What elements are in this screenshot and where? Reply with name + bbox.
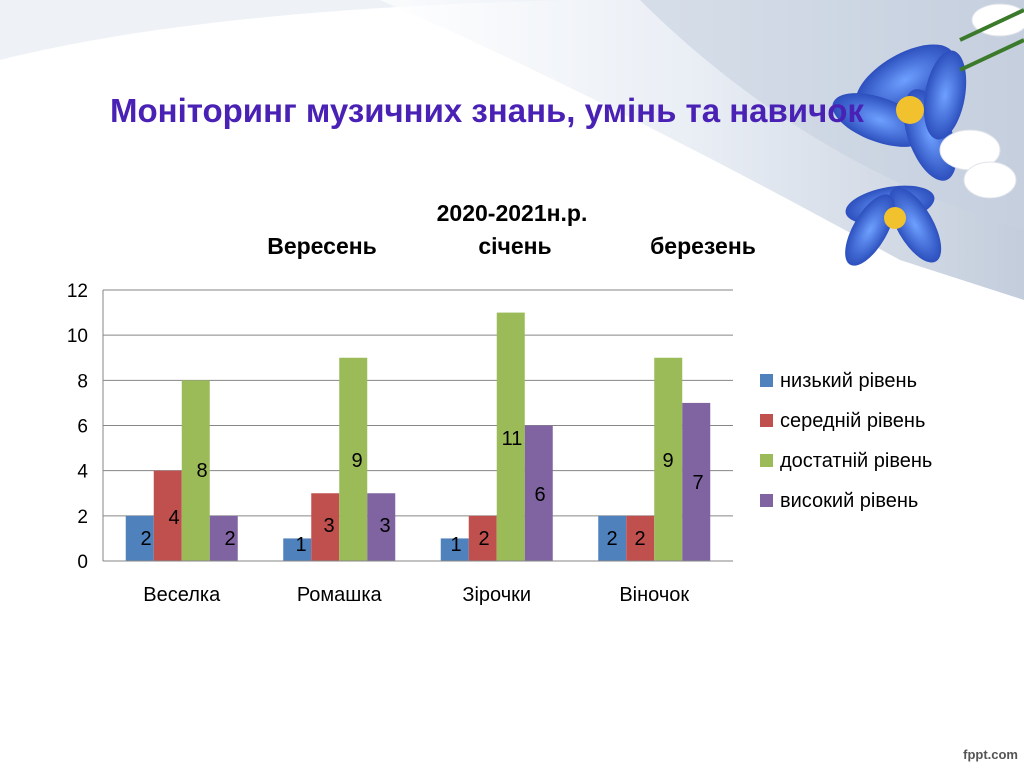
y-tick-label: 0 xyxy=(77,552,88,573)
data-label: 1 xyxy=(295,534,306,556)
chart-subtitle-month-3: березень xyxy=(650,233,756,259)
data-label: 2 xyxy=(478,528,489,550)
y-tick-label: 6 xyxy=(77,417,88,438)
bar xyxy=(496,312,525,561)
legend-swatch xyxy=(760,454,773,467)
data-label: 11 xyxy=(502,428,523,450)
bar xyxy=(598,515,627,561)
legend: низький рівень середній рівень достатній р… xyxy=(760,370,932,512)
chart-subtitle-month-2: січень xyxy=(478,233,551,259)
chart-title: 2020-2021н.р. xyxy=(437,200,588,226)
data-label: 4 xyxy=(168,507,179,529)
legend-swatch xyxy=(760,374,773,387)
data-label: 2 xyxy=(140,528,151,550)
bar xyxy=(153,470,182,561)
legend-swatch xyxy=(760,494,773,507)
y-tick-label: 2 xyxy=(77,507,88,528)
bar xyxy=(440,538,469,561)
bar xyxy=(654,357,683,561)
legend-label: достатній рівень xyxy=(780,450,932,472)
x-tick-label: Віночок xyxy=(619,584,689,606)
x-tick-label: Ромашка xyxy=(297,584,383,606)
bar xyxy=(626,515,655,561)
data-label: 2 xyxy=(634,528,645,550)
bar xyxy=(181,380,210,561)
legend-label: середній рівень xyxy=(780,410,925,432)
legend-label: низький рівень xyxy=(780,370,917,392)
data-label: 2 xyxy=(606,528,617,550)
bars xyxy=(125,312,711,561)
data-label: 9 xyxy=(351,450,362,472)
slide-title: Моніторинг музичних знань, умінь та нави… xyxy=(110,92,864,129)
bar xyxy=(283,538,312,561)
bar xyxy=(524,425,553,561)
data-label: 8 xyxy=(196,460,207,482)
bar xyxy=(468,515,497,561)
x-tick-label: Зірочки xyxy=(462,584,531,606)
bar xyxy=(125,515,154,561)
data-label: 3 xyxy=(379,515,390,537)
legend-swatch xyxy=(760,414,773,427)
watermark: fppt.com xyxy=(963,747,1018,762)
data-label: 7 xyxy=(692,472,703,494)
data-label: 6 xyxy=(534,484,545,506)
y-tick-label: 12 xyxy=(67,281,88,302)
data-label: 9 xyxy=(662,450,673,472)
y-tick-label: 4 xyxy=(77,462,88,483)
legend-label: високий рівень xyxy=(780,490,918,512)
y-tick-label: 10 xyxy=(67,326,88,347)
bar xyxy=(367,493,396,561)
bar xyxy=(682,402,711,561)
bar xyxy=(209,515,238,561)
bar xyxy=(311,493,340,561)
data-label: 3 xyxy=(323,515,334,537)
data-label: 2 xyxy=(224,528,235,550)
data-label: 1 xyxy=(450,534,461,556)
y-tick-label: 8 xyxy=(77,371,88,392)
bar xyxy=(339,357,368,561)
x-tick-label: Веселка xyxy=(143,584,221,606)
chart-subtitle-month-1: Вересень xyxy=(267,233,377,259)
flower-decoration xyxy=(832,3,1024,266)
